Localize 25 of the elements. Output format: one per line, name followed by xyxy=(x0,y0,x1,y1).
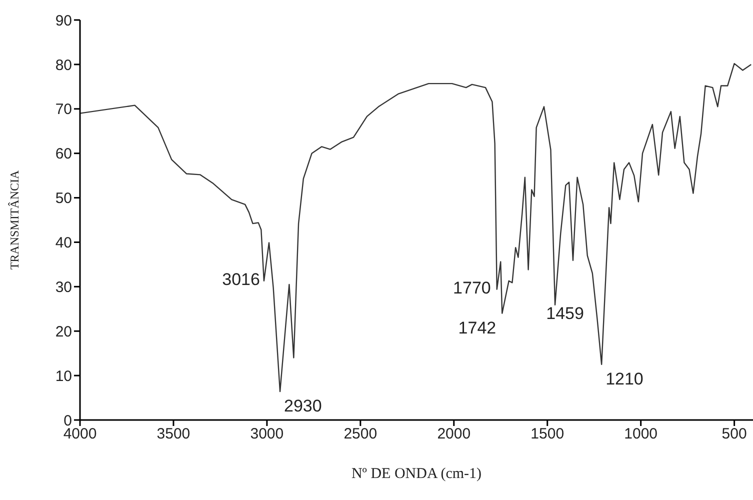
y-tick-label: 80 xyxy=(55,56,72,74)
y-axis-title: TRANSMITÂNCIA xyxy=(7,170,22,270)
y-tick-label: 20 xyxy=(55,323,72,340)
y-tick-label: 10 xyxy=(55,368,72,385)
x-tick-label: 2500 xyxy=(344,426,378,443)
annotation: 1459 xyxy=(546,304,584,323)
x-tick-label: 1000 xyxy=(624,426,658,443)
y-tick-label: 90 xyxy=(55,12,72,30)
line-series xyxy=(80,62,752,392)
annotation: 1742 xyxy=(458,318,496,338)
x-tick-label: 3500 xyxy=(156,426,190,443)
y-tick-label: 70 xyxy=(55,101,72,118)
annotation: 1210 xyxy=(606,369,644,388)
annotation: 1770 xyxy=(453,278,491,298)
y-tick-label: 50 xyxy=(55,190,72,208)
annotation: 2930 xyxy=(284,396,322,416)
x-tick-label: 2000 xyxy=(437,426,471,443)
x-tick-label: 3000 xyxy=(250,426,284,443)
y-tick-label: 30 xyxy=(55,278,72,296)
x-axis-title: Nº DE ONDA (cm-1) xyxy=(351,466,482,482)
x-tick-label: 1500 xyxy=(530,426,564,443)
y-tick-label: 40 xyxy=(55,234,72,252)
y-tick-label: 60 xyxy=(55,146,72,163)
annotation: 3016 xyxy=(222,270,260,289)
x-tick-label: 500 xyxy=(722,426,747,443)
